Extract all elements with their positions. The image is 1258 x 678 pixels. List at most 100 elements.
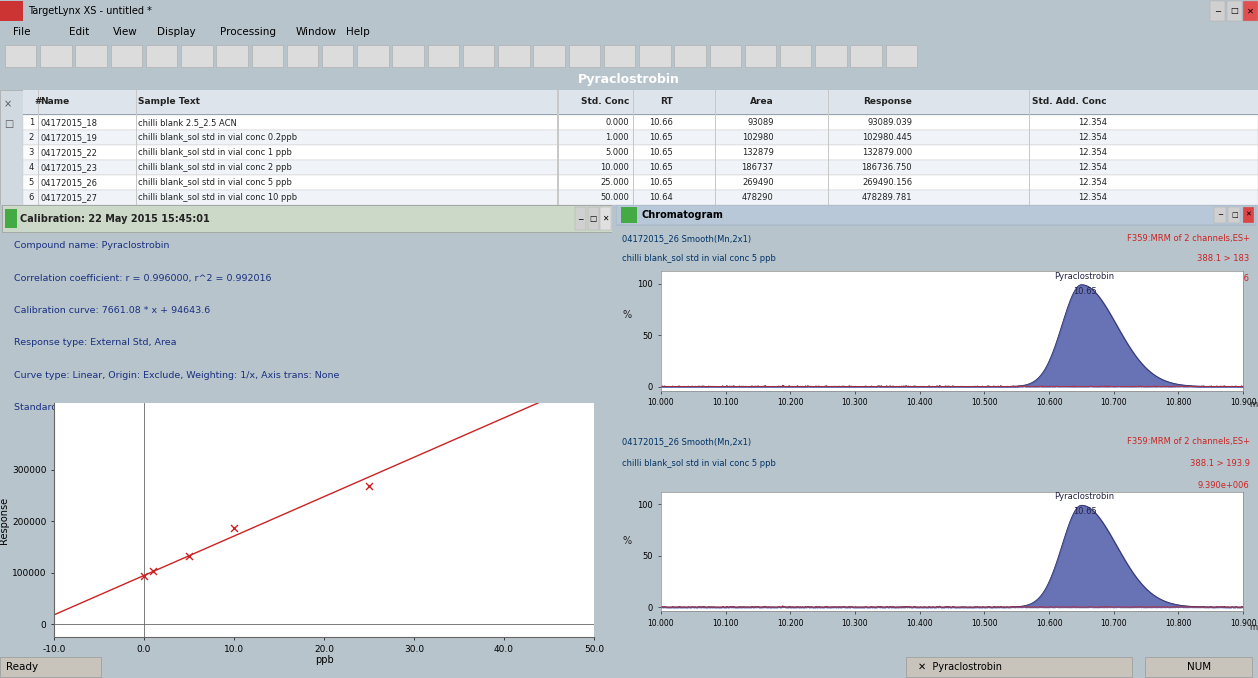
Text: ×: × xyxy=(4,99,11,109)
Text: 12.354: 12.354 xyxy=(1078,118,1107,127)
Text: chilli blank_sol std in vial conc 5 ppb: chilli blank_sol std in vial conc 5 ppb xyxy=(138,178,292,187)
Text: chilli blank_sol std in vial conc 10 ppb: chilli blank_sol std in vial conc 10 ppb xyxy=(138,193,297,202)
Text: 132879: 132879 xyxy=(742,148,774,157)
Text: 186736.750: 186736.750 xyxy=(862,163,912,172)
Text: chilli blank_sol std in vial conc 0.2ppb: chilli blank_sol std in vial conc 0.2ppb xyxy=(138,133,297,142)
Bar xyxy=(1214,207,1225,222)
Text: 132879.000: 132879.000 xyxy=(862,148,912,157)
Bar xyxy=(780,45,811,67)
Bar xyxy=(111,45,142,67)
Text: Chromatogram: Chromatogram xyxy=(642,210,723,220)
Bar xyxy=(498,45,530,67)
Text: 1.000: 1.000 xyxy=(605,133,629,142)
Bar xyxy=(557,90,559,205)
Text: Calibration: 22 May 2015 15:45:01: Calibration: 22 May 2015 15:45:01 xyxy=(20,214,210,224)
Text: 9.390e+006: 9.390e+006 xyxy=(1198,481,1249,490)
Text: Area: Area xyxy=(750,97,774,106)
Text: 10.65: 10.65 xyxy=(649,163,673,172)
Text: 50.000: 50.000 xyxy=(600,193,629,202)
Bar xyxy=(23,115,1258,130)
Text: 10.000: 10.000 xyxy=(600,163,629,172)
Text: □: □ xyxy=(4,119,13,129)
Bar xyxy=(633,90,634,205)
Bar xyxy=(23,90,1258,115)
Text: Help: Help xyxy=(346,27,370,37)
Bar xyxy=(322,45,353,67)
Text: 10.64: 10.64 xyxy=(649,193,673,202)
Text: 04172015_22: 04172015_22 xyxy=(40,148,97,157)
Text: 10.66: 10.66 xyxy=(649,118,673,127)
Text: 1: 1 xyxy=(29,118,34,127)
Text: 12.354: 12.354 xyxy=(1078,193,1107,202)
Text: 04172015_27: 04172015_27 xyxy=(40,193,97,202)
Text: chilli blank_sol std in vial conc 5 ppb: chilli blank_sol std in vial conc 5 ppb xyxy=(623,254,776,262)
Bar xyxy=(639,45,671,67)
Text: 0.000: 0.000 xyxy=(605,118,629,127)
Text: Correlation coefficient: r = 0.996000, r^2 = 0.992016: Correlation coefficient: r = 0.996000, r… xyxy=(14,273,272,283)
Text: 04172015_26 Smooth(Mn,2x1): 04172015_26 Smooth(Mn,2x1) xyxy=(623,437,751,445)
Text: ─: ─ xyxy=(1218,212,1223,218)
Bar xyxy=(463,45,494,67)
Text: 3: 3 xyxy=(29,148,34,157)
Text: □: □ xyxy=(590,214,596,223)
Text: min: min xyxy=(1249,400,1258,410)
Text: Pyraclostrobin: Pyraclostrobin xyxy=(1054,492,1115,501)
Text: 12.354: 12.354 xyxy=(1078,178,1107,187)
Bar xyxy=(815,45,847,67)
Text: ✕: ✕ xyxy=(603,214,609,223)
Text: 102980: 102980 xyxy=(742,133,774,142)
Bar xyxy=(40,45,72,67)
Text: Ready: Ready xyxy=(6,662,39,672)
Text: 10.65: 10.65 xyxy=(649,133,673,142)
Bar xyxy=(357,45,389,67)
Bar xyxy=(5,45,36,67)
Text: 04172015_26 Smooth(Mn,2x1): 04172015_26 Smooth(Mn,2x1) xyxy=(623,234,751,243)
Text: 478290: 478290 xyxy=(742,193,774,202)
Text: 269490.156: 269490.156 xyxy=(862,178,912,187)
Point xyxy=(143,565,164,576)
Bar xyxy=(587,207,599,230)
Bar xyxy=(5,209,18,228)
Bar xyxy=(23,130,1258,145)
Text: ─: ─ xyxy=(579,214,584,223)
Bar xyxy=(392,45,424,67)
Bar xyxy=(23,160,1258,175)
Text: ✕: ✕ xyxy=(1247,7,1254,16)
Bar xyxy=(621,207,637,222)
Bar xyxy=(0,90,23,205)
Bar xyxy=(604,45,635,67)
Bar xyxy=(886,45,917,67)
Bar xyxy=(287,45,318,67)
Text: chilli blank_sol std in vial conc 1 ppb: chilli blank_sol std in vial conc 1 ppb xyxy=(138,148,292,157)
Bar xyxy=(616,205,1255,225)
Bar xyxy=(1227,1,1242,21)
Text: 186737: 186737 xyxy=(741,163,774,172)
Text: 6.183e+006: 6.183e+006 xyxy=(1198,273,1249,283)
Text: 12.354: 12.354 xyxy=(1078,148,1107,157)
Text: View: View xyxy=(113,27,138,37)
Bar xyxy=(181,45,213,67)
Text: 10.65: 10.65 xyxy=(649,148,673,157)
Bar xyxy=(828,90,829,205)
Text: Response type: External Std, Area: Response type: External Std, Area xyxy=(14,338,176,348)
Point xyxy=(133,571,153,582)
Point xyxy=(224,523,244,534)
Text: 04172015_23: 04172015_23 xyxy=(40,163,97,172)
Text: ✕  Pyraclostrobin: ✕ Pyraclostrobin xyxy=(918,662,1003,672)
Text: Calibration curve: 7661.08 * x + 94643.6: Calibration curve: 7661.08 * x + 94643.6 xyxy=(14,306,210,315)
Text: 12.354: 12.354 xyxy=(1078,163,1107,172)
Text: Display: Display xyxy=(157,27,196,37)
Bar xyxy=(136,90,137,205)
Text: 04172015_19: 04172015_19 xyxy=(40,133,97,142)
Text: 5: 5 xyxy=(29,178,34,187)
Text: Std. Add. Conc: Std. Add. Conc xyxy=(1033,97,1107,106)
Text: Processing: Processing xyxy=(220,27,277,37)
Text: 2: 2 xyxy=(29,133,34,142)
Text: %: % xyxy=(623,311,632,321)
Text: 388.1 > 183: 388.1 > 183 xyxy=(1198,254,1249,262)
Bar xyxy=(23,114,1258,115)
Text: Standard Addition Concentration : 12.3538: Standard Addition Concentration : 12.353… xyxy=(14,403,219,412)
Text: Std. Conc: Std. Conc xyxy=(581,97,629,106)
Text: min: min xyxy=(1249,623,1258,632)
Bar xyxy=(146,45,177,67)
